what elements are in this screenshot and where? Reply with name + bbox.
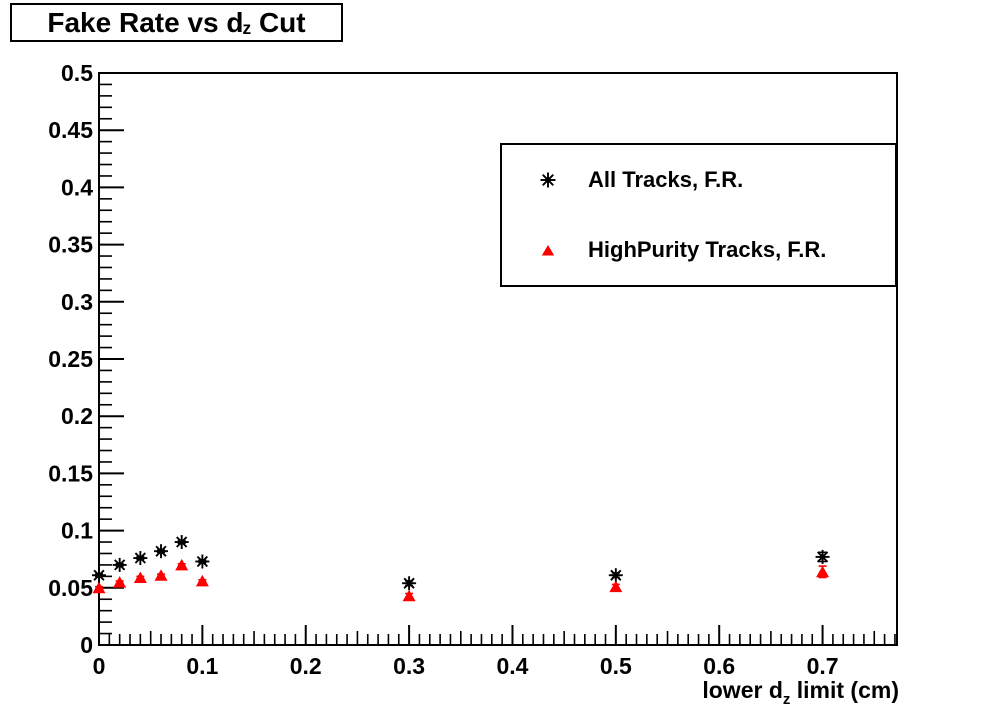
star-marker-icon <box>535 167 561 193</box>
y-axis-tick-label: 0.25 <box>48 346 93 372</box>
data-marker-highpurity-tracks-f-r <box>154 569 168 581</box>
legend-box: All Tracks, F.R. HighPurity Tracks, F.R. <box>500 143 897 287</box>
data-marker-highpurity-tracks-f-r <box>609 580 623 593</box>
x-axis-tick-label: 0.1 <box>186 653 218 679</box>
data-marker-all-tracks-f-r <box>199 558 206 565</box>
plot-title-text-tail: Cut <box>251 6 306 38</box>
data-marker-all-tracks-f-r <box>158 548 164 554</box>
data-marker-highpurity-tracks-f-r <box>113 576 127 588</box>
plot-frame <box>98 72 898 646</box>
data-marker-highpurity-tracks-f-r <box>195 574 209 587</box>
data-marker-highpurity-tracks-f-r <box>816 565 830 578</box>
data-marker-all-tracks-f-r <box>406 580 412 587</box>
x-axis-tick-label: 0 <box>93 653 106 679</box>
legend-label-highpurity-tracks: HighPurity Tracks, F.R. <box>588 237 827 262</box>
x-axis-tick-label: 0.2 <box>290 653 322 679</box>
legend-label-all-tracks: All Tracks, F.R. <box>588 167 744 192</box>
x-axis-tick-label: 0.7 <box>807 653 839 679</box>
data-marker-all-tracks-f-r <box>178 539 185 545</box>
legend-entry-all-tracks: All Tracks, F.R. <box>502 145 895 215</box>
data-marker-all-tracks-f-r <box>137 555 144 561</box>
y-axis-tick-label: 0.35 <box>48 232 93 258</box>
y-axis-tick-label: 0.4 <box>61 174 93 200</box>
data-marker-all-tracks-f-r <box>819 554 826 560</box>
data-marker-highpurity-tracks-f-r <box>133 571 147 584</box>
x-axis-tick-label: 0.3 <box>393 653 425 679</box>
data-marker-all-tracks-f-r <box>613 572 619 579</box>
data-marker-highpurity-tracks-f-r <box>175 558 189 571</box>
x-axis-tick-label: 0.4 <box>496 653 528 679</box>
y-axis-tick-label: 0.2 <box>61 403 93 429</box>
y-axis-tick-label: 0.3 <box>61 289 93 315</box>
y-axis-tick-label: 0.5 <box>61 60 93 86</box>
data-marker-all-tracks-f-r <box>96 572 102 579</box>
x-axis-tick-label: 0.5 <box>600 653 632 679</box>
y-axis-tick-label: 0.45 <box>48 117 93 143</box>
triangle-marker-icon <box>535 237 561 263</box>
y-axis-tick-label: 0.05 <box>48 575 93 601</box>
plot-title-subscript: z <box>242 17 252 38</box>
data-marker-highpurity-tracks-f-r <box>92 581 106 594</box>
y-axis-tick-label: 0 <box>80 632 93 658</box>
data-marker-highpurity-tracks-f-r <box>402 589 416 602</box>
y-axis-tick-label: 0.15 <box>48 460 93 486</box>
y-axis-tick-label: 0.1 <box>61 518 93 544</box>
x-axis-title: lower dz limit (cm) <box>702 677 899 708</box>
plot-title-text: Fake Rate vs d <box>47 6 244 38</box>
legend-entry-highpurity-tracks: HighPurity Tracks, F.R. <box>502 215 895 285</box>
x-axis-tick-label: 0.6 <box>703 653 735 679</box>
data-marker-all-tracks-f-r <box>116 562 123 568</box>
